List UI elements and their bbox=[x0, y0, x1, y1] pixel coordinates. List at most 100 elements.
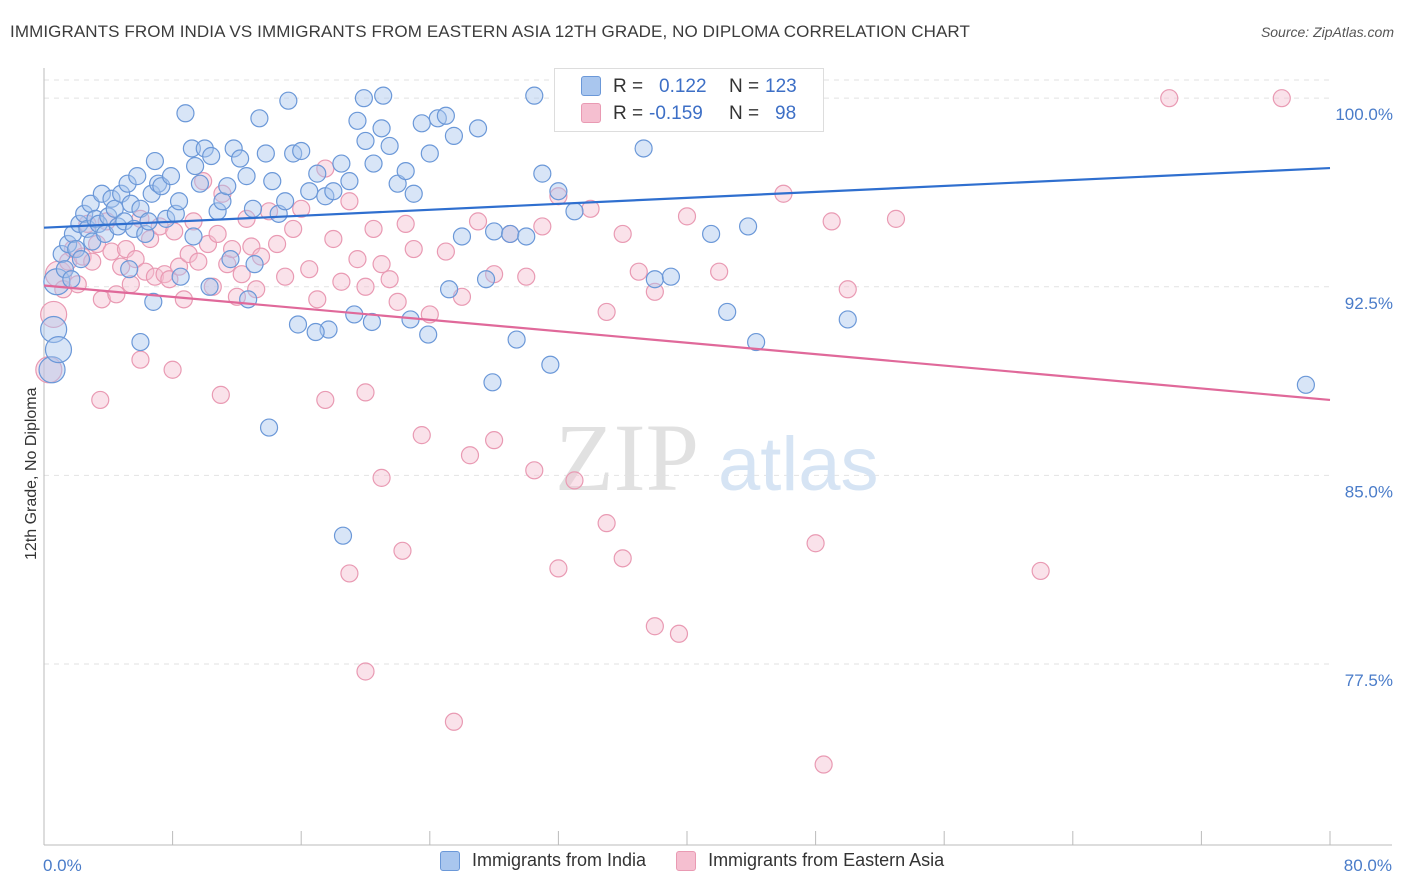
india-point-110 bbox=[259, 418, 279, 437]
india-point-12 bbox=[75, 204, 94, 223]
india-point-73 bbox=[396, 161, 415, 181]
grid-lines bbox=[44, 79, 1330, 665]
eastern-asia-point-92 bbox=[485, 431, 504, 450]
eastern-asia-point-94 bbox=[565, 471, 584, 490]
india-point-4 bbox=[52, 244, 71, 264]
y-tick-label-1: 92.5% bbox=[1345, 294, 1393, 313]
ea-n-label: N = bbox=[729, 103, 760, 124]
india-point-104 bbox=[419, 325, 438, 344]
eastern-asia-point-100 bbox=[613, 549, 632, 568]
eastern-asia-point-106 bbox=[806, 534, 825, 553]
eastern-asia-point-89 bbox=[356, 383, 375, 402]
india-swatch bbox=[581, 76, 601, 96]
india-point-119 bbox=[661, 267, 681, 286]
eastern-asia-point-86 bbox=[163, 360, 182, 379]
eastern-asia-point-57 bbox=[356, 277, 375, 296]
eastern-asia-point-101 bbox=[645, 617, 664, 636]
india-point-46 bbox=[202, 146, 221, 166]
india-point-89 bbox=[144, 292, 163, 311]
eastern-asia-point-102 bbox=[669, 624, 689, 643]
eastern-asia-point-61 bbox=[388, 292, 407, 311]
eastern-asia-point-71 bbox=[533, 217, 552, 236]
eastern-asia-point-58 bbox=[364, 219, 383, 239]
india-point-60 bbox=[292, 141, 311, 161]
x-tick-label-min: 0.0% bbox=[43, 856, 82, 875]
india-point-108 bbox=[541, 355, 560, 374]
india-point-42 bbox=[182, 139, 201, 158]
eastern-asia-point-49 bbox=[292, 199, 311, 218]
eastern-asia-point-46 bbox=[267, 234, 287, 254]
chart-title: IMMIGRANTS FROM INDIA VS IMMIGRANTS FROM… bbox=[10, 22, 970, 41]
eastern-asia-point-103 bbox=[356, 662, 375, 681]
ea-n-value: 98 bbox=[775, 103, 797, 124]
india-point-75 bbox=[412, 114, 431, 133]
eastern-asia-point-87 bbox=[211, 385, 230, 404]
eastern-asia-point-55 bbox=[340, 192, 359, 211]
india-point-21 bbox=[102, 189, 121, 208]
eastern-asia-point-88 bbox=[316, 390, 335, 410]
india-point-74 bbox=[404, 184, 423, 203]
india-point-50 bbox=[224, 139, 243, 158]
ea-r-value: -0.159 bbox=[649, 103, 703, 124]
trend-line-eastern-asia bbox=[43, 284, 1331, 402]
india-point-105 bbox=[439, 280, 459, 299]
india-point-55 bbox=[256, 144, 275, 163]
india-point-99 bbox=[362, 312, 382, 332]
eastern-asia-point-93 bbox=[525, 461, 544, 480]
eastern-asia-point-65 bbox=[436, 242, 455, 261]
india-point-80 bbox=[452, 227, 472, 246]
india-point-79 bbox=[444, 126, 464, 145]
india-point-111 bbox=[333, 526, 353, 545]
eastern-asia-point-83 bbox=[886, 209, 906, 228]
eastern-asia-point-76 bbox=[629, 262, 648, 281]
eastern-asia-point-62 bbox=[396, 214, 415, 234]
eastern-asia-point-54 bbox=[332, 272, 351, 291]
india-point-113 bbox=[354, 89, 373, 108]
legend-label-eastern-asia: Immigrants from Eastern Asia bbox=[708, 850, 945, 870]
india-point-120 bbox=[702, 224, 721, 244]
india-point-88 bbox=[565, 202, 584, 221]
india-point-9 bbox=[67, 239, 86, 259]
india-point-61 bbox=[300, 182, 319, 201]
india-point-65 bbox=[332, 154, 351, 173]
eastern-asia-point-13 bbox=[102, 242, 121, 261]
eastern-asia-point-59 bbox=[372, 255, 391, 274]
india-point-86 bbox=[533, 164, 552, 183]
tick-labels: 100.0% 92.5% 85.0% 77.5% 0.0% 80.0% bbox=[43, 105, 1393, 875]
axes bbox=[43, 68, 1392, 846]
eastern-asia-point-99 bbox=[549, 559, 568, 578]
india-point-96 bbox=[245, 255, 264, 274]
eastern-asia-point-70 bbox=[517, 267, 536, 286]
india-point-69 bbox=[364, 154, 383, 173]
india-point-7 bbox=[62, 270, 81, 289]
india-point-102 bbox=[306, 322, 325, 342]
eastern-asia-point-105 bbox=[814, 755, 833, 774]
watermark-zip: ZIP bbox=[555, 404, 699, 511]
eastern-asia-point-95 bbox=[597, 514, 616, 533]
eastern-asia-point-108 bbox=[1160, 89, 1179, 108]
legend-swatch-india bbox=[440, 850, 460, 871]
india-point-27 bbox=[121, 194, 140, 213]
legend-item-india[interactable]: Immigrants from India bbox=[440, 850, 646, 871]
india-point-25 bbox=[115, 212, 134, 231]
trend-lines bbox=[43, 166, 1331, 402]
india-point-66 bbox=[340, 172, 359, 191]
legend-item-eastern-asia[interactable]: Immigrants from Eastern Asia bbox=[676, 850, 944, 871]
eastern-asia-point-40 bbox=[232, 265, 251, 284]
eastern-asia-point-81 bbox=[822, 212, 841, 231]
eastern-asia-point-63 bbox=[404, 239, 423, 259]
eastern-asia-point-17 bbox=[121, 275, 140, 294]
india-point-70 bbox=[372, 119, 391, 138]
ea-r-label: R = bbox=[613, 103, 644, 124]
y-axis-label: 12th Grade, No Diploma bbox=[23, 387, 40, 560]
india-point-26 bbox=[118, 174, 137, 193]
eastern-asia-point-56 bbox=[348, 250, 367, 269]
india-point-101 bbox=[288, 315, 308, 334]
india-point-49 bbox=[218, 177, 237, 196]
india-point-11 bbox=[71, 250, 91, 269]
india-point-0 bbox=[38, 356, 66, 384]
india-point-33 bbox=[142, 184, 161, 203]
india-point-68 bbox=[356, 131, 375, 151]
india-point-54 bbox=[250, 109, 269, 128]
eastern-asia-point-14 bbox=[107, 285, 126, 304]
